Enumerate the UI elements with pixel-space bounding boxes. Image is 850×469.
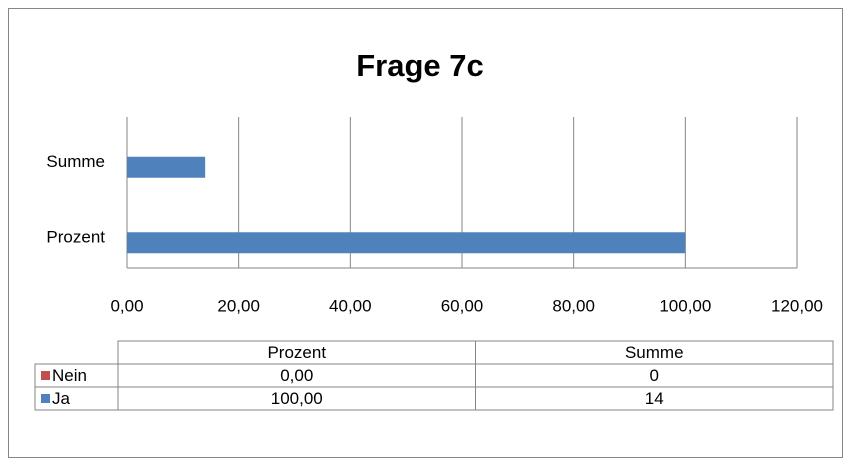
x-tick-label: 0,00 — [110, 296, 143, 315]
table-header: Prozent — [267, 343, 326, 362]
x-tick-label: 20,00 — [217, 296, 260, 315]
table-header: Summe — [625, 343, 684, 362]
legend-label: Ja — [52, 389, 71, 408]
bar — [127, 232, 686, 254]
legend-key — [41, 371, 50, 380]
x-tick-label: 60,00 — [441, 296, 484, 315]
y-tick-label: Prozent — [46, 228, 105, 247]
bar — [127, 156, 206, 178]
x-tick-label: 120,00 — [771, 296, 823, 315]
legend-key — [41, 394, 50, 403]
legend-label: Nein — [52, 366, 87, 385]
y-tick-label: Summe — [46, 152, 105, 171]
table-cell — [475, 386, 834, 411]
table-value: 100,00 — [271, 389, 323, 408]
table-value: 14 — [645, 389, 664, 408]
x-tick-label: 100,00 — [659, 296, 711, 315]
chart-title: Frage 7c — [356, 48, 484, 83]
table-value: 0,00 — [280, 366, 313, 385]
table-value: 0 — [650, 366, 659, 385]
x-tick-label: 80,00 — [552, 296, 595, 315]
x-tick-label: 40,00 — [329, 296, 372, 315]
